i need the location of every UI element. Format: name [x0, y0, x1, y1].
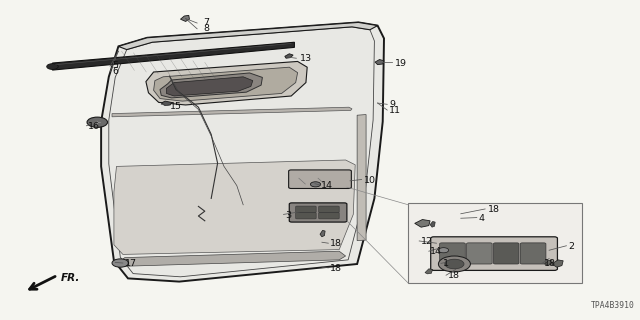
Text: 14: 14: [321, 181, 333, 190]
Text: 12: 12: [421, 237, 433, 246]
Text: 5: 5: [112, 61, 118, 70]
Bar: [408, 203, 582, 283]
Polygon shape: [112, 107, 352, 117]
FancyBboxPatch shape: [296, 206, 316, 212]
FancyBboxPatch shape: [319, 212, 339, 219]
Text: 16: 16: [88, 122, 100, 131]
Polygon shape: [160, 73, 262, 98]
Polygon shape: [430, 221, 435, 227]
Text: 9: 9: [389, 100, 395, 109]
Text: 7: 7: [204, 18, 209, 27]
Polygon shape: [154, 67, 298, 101]
Polygon shape: [166, 77, 253, 96]
FancyBboxPatch shape: [493, 243, 519, 264]
Text: 11: 11: [389, 106, 401, 115]
Circle shape: [438, 256, 470, 272]
Text: TPA4B3910: TPA4B3910: [590, 301, 634, 310]
FancyBboxPatch shape: [431, 237, 557, 270]
Polygon shape: [118, 22, 378, 50]
Polygon shape: [180, 15, 189, 21]
Circle shape: [438, 248, 449, 253]
Text: 14: 14: [430, 247, 442, 256]
Polygon shape: [52, 42, 294, 70]
Text: 4: 4: [479, 214, 484, 223]
Text: 15: 15: [170, 102, 182, 111]
Polygon shape: [552, 260, 563, 267]
FancyBboxPatch shape: [296, 212, 316, 219]
Polygon shape: [146, 61, 307, 105]
Polygon shape: [320, 230, 325, 237]
Polygon shape: [114, 160, 355, 254]
FancyBboxPatch shape: [440, 243, 465, 264]
Text: 1: 1: [443, 260, 449, 268]
FancyBboxPatch shape: [467, 243, 492, 264]
Circle shape: [112, 259, 129, 267]
Polygon shape: [425, 269, 433, 274]
FancyBboxPatch shape: [289, 170, 351, 188]
Text: 17: 17: [125, 259, 137, 268]
Text: 18: 18: [544, 260, 556, 268]
Polygon shape: [357, 115, 366, 241]
Circle shape: [47, 64, 58, 69]
Text: 6: 6: [112, 67, 118, 76]
Text: 19: 19: [395, 59, 407, 68]
FancyBboxPatch shape: [289, 203, 347, 222]
Text: 13: 13: [300, 54, 312, 63]
FancyBboxPatch shape: [520, 243, 546, 264]
Polygon shape: [161, 101, 172, 106]
Polygon shape: [375, 60, 384, 65]
Text: 18: 18: [448, 271, 460, 280]
Circle shape: [87, 117, 108, 127]
Polygon shape: [118, 251, 346, 266]
Circle shape: [445, 259, 464, 269]
Polygon shape: [101, 22, 384, 282]
Polygon shape: [285, 54, 293, 58]
Polygon shape: [415, 220, 430, 227]
Text: 18: 18: [330, 264, 342, 273]
Text: 18: 18: [330, 239, 342, 248]
Text: 3: 3: [285, 211, 291, 220]
Circle shape: [310, 182, 321, 187]
Text: 10: 10: [364, 176, 376, 185]
Polygon shape: [545, 260, 552, 265]
Text: 18: 18: [488, 205, 500, 214]
Text: 8: 8: [204, 24, 209, 33]
FancyBboxPatch shape: [319, 206, 339, 212]
Text: FR.: FR.: [61, 273, 80, 284]
Text: 2: 2: [568, 242, 574, 251]
